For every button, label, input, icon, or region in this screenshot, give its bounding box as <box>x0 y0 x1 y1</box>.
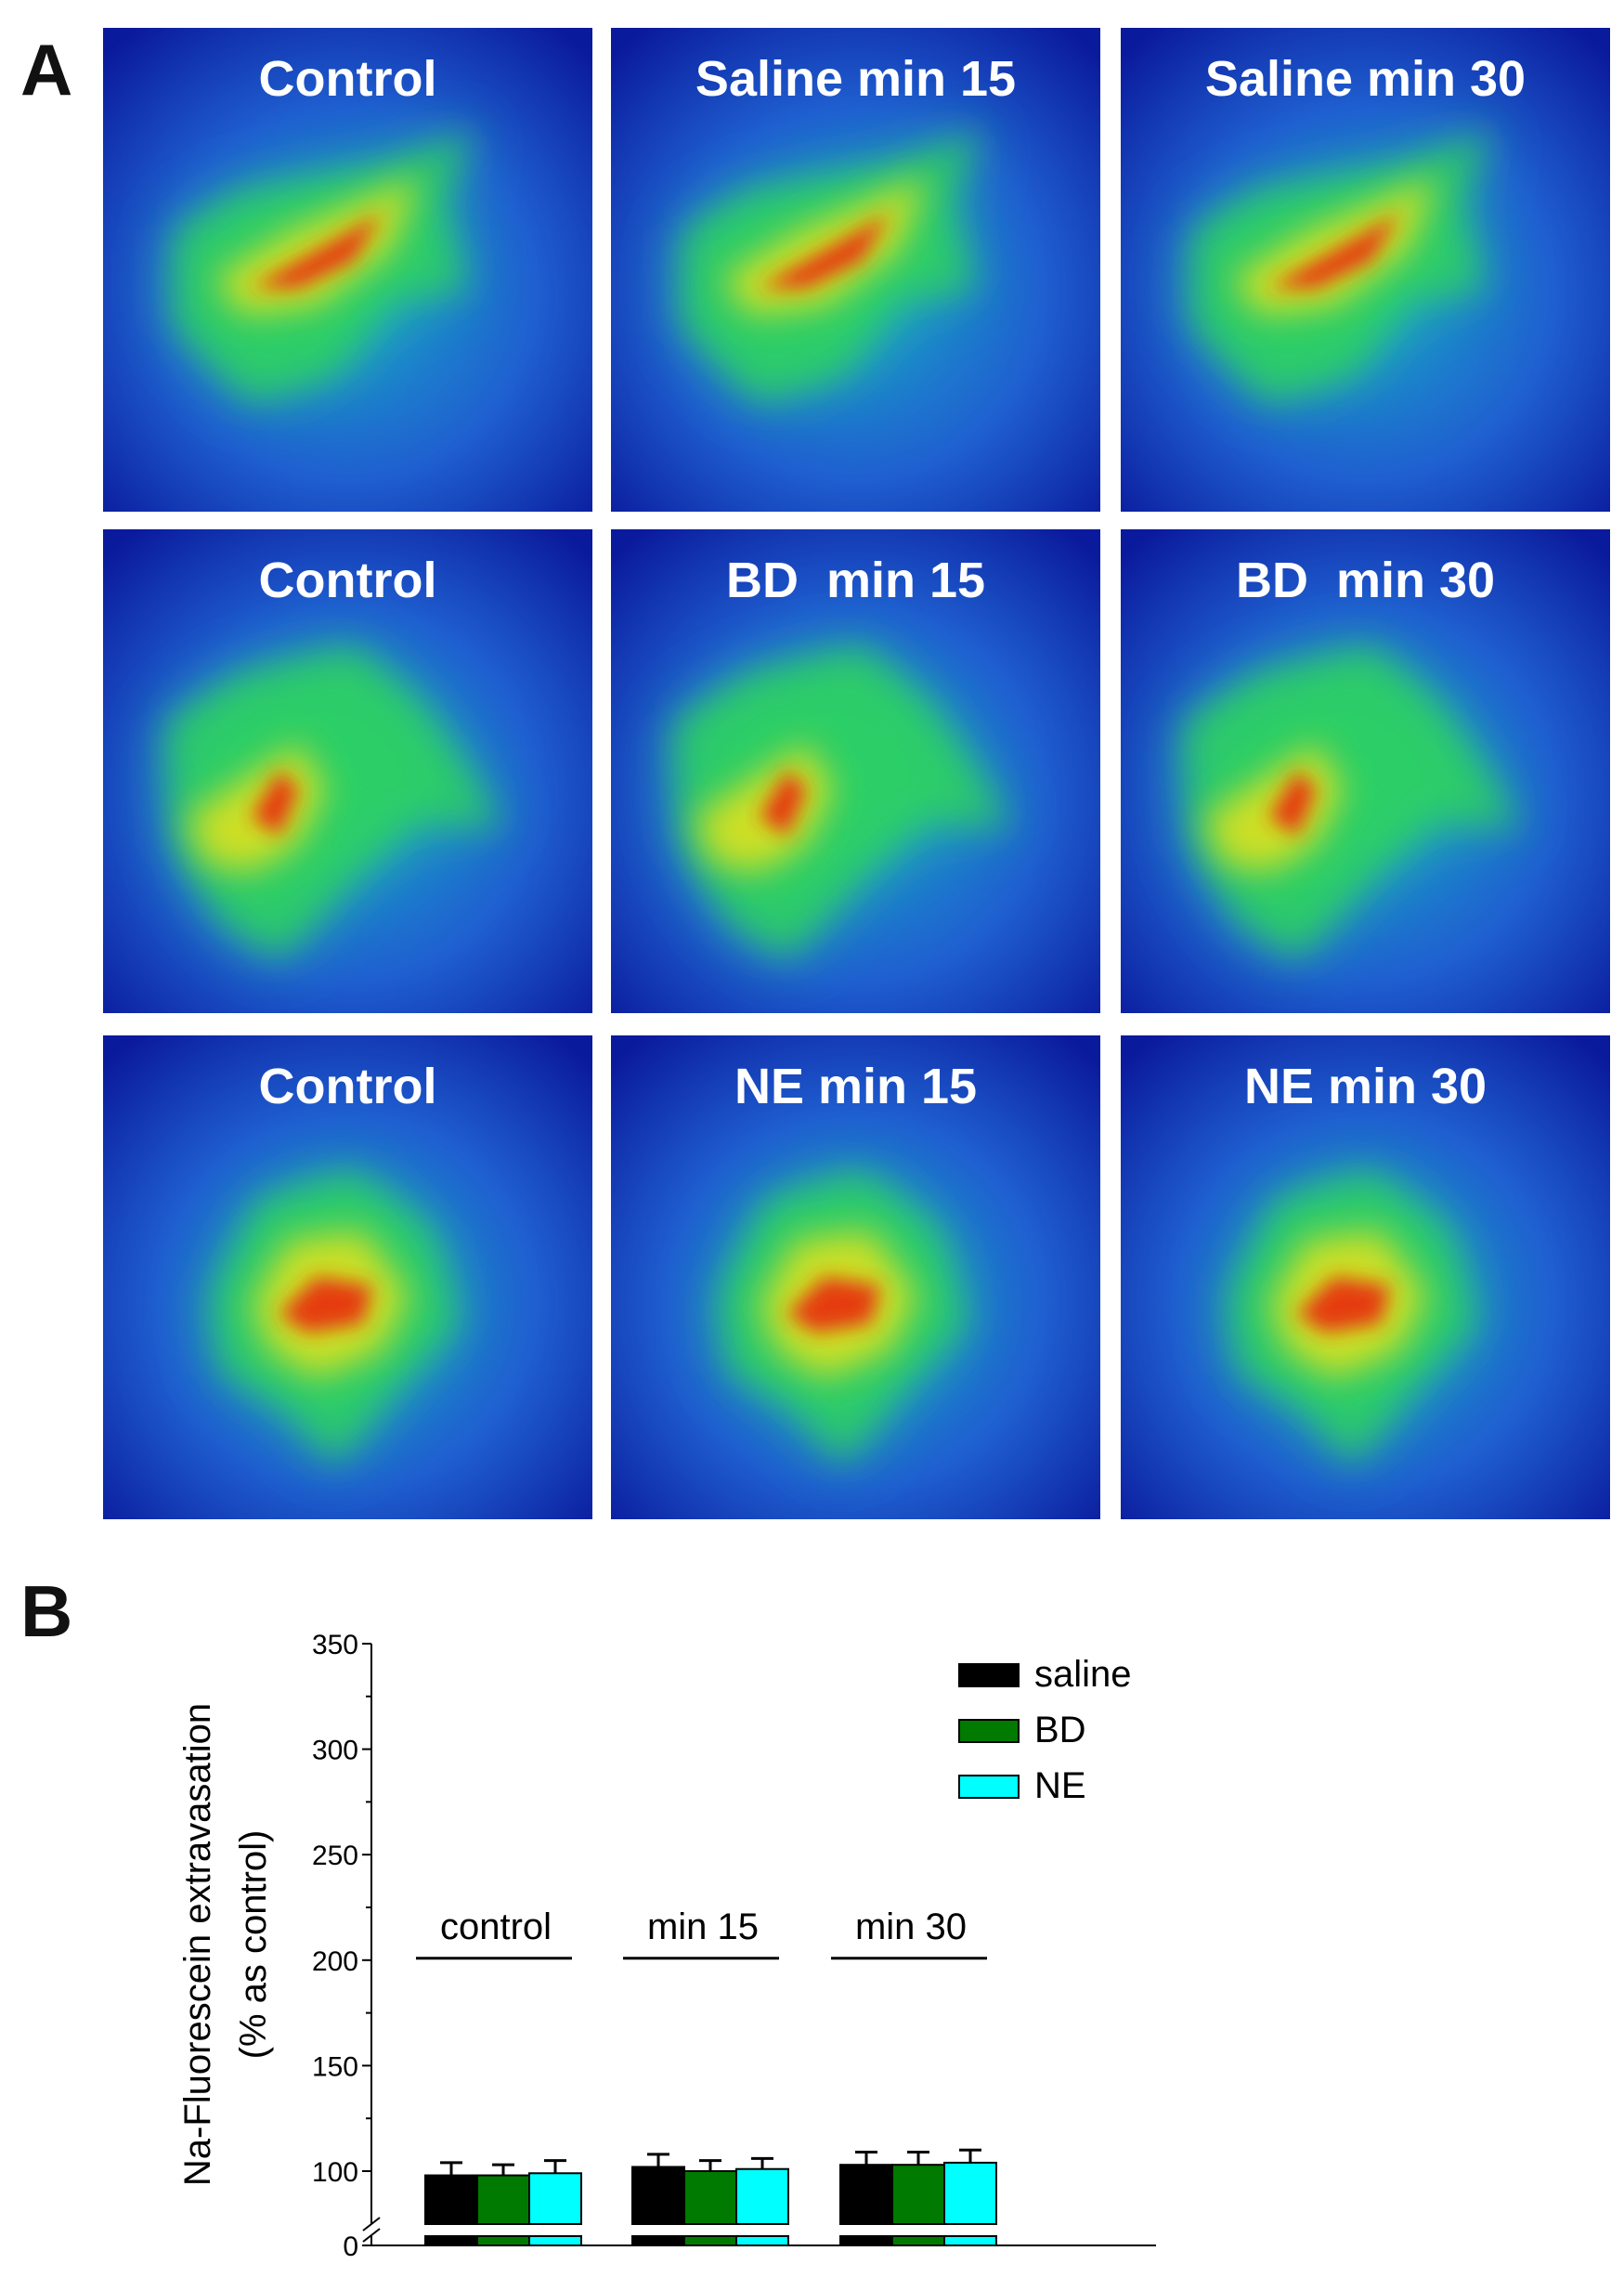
legend-label-NE: NE <box>1034 1765 1086 1806</box>
category-label: min 15 <box>647 1906 759 1947</box>
bar-NE-control <box>528 2172 582 2225</box>
bar-base-saline-control <box>424 2235 478 2246</box>
bar-chart: 0 100 150 200 250 300 350 Na-Fluorescein extrav… <box>177 1630 1156 2262</box>
y-tick-label: 350 <box>312 1630 358 1660</box>
heatmap-tile-ne-control: Control <box>103 1035 592 1519</box>
bar-base-NE-control <box>528 2235 582 2246</box>
heatmap-tile-ne-min30: NE min 30 <box>1121 1035 1610 1519</box>
heatmap-tile-bd-control: Control <box>103 529 592 1013</box>
legend-swatch-BD <box>958 1719 1020 1743</box>
y-tick-label: 150 <box>312 2051 358 2082</box>
heatmap-tile-bd-min15: BD min 15 <box>611 529 1100 1013</box>
axis-break-gap <box>630 2225 790 2235</box>
y-tick-label: 200 <box>312 1946 358 1977</box>
bar-base-BD-min-15 <box>683 2235 737 2246</box>
heatmap-tile-saline-min30: Saline min 30 <box>1121 28 1610 512</box>
bar-base-BD-min-30 <box>891 2235 945 2246</box>
y-tick-label: 0 <box>343 2231 358 2262</box>
bar-base-saline-min-30 <box>839 2235 893 2246</box>
heatmap-image <box>611 529 1100 1013</box>
heatmap-image <box>103 1035 592 1519</box>
heatmap-image <box>103 529 592 1013</box>
heatmap-image <box>1121 28 1610 512</box>
y-axis-label: Na-Fluorescein extravasation <box>177 1703 218 2186</box>
bar-base-NE-min-15 <box>735 2235 789 2246</box>
bar-NE-min-30 <box>943 2161 997 2225</box>
legend-label-saline: saline <box>1034 1654 1132 1695</box>
axis-break-gap <box>838 2225 998 2235</box>
tile-label: Control <box>258 1059 437 1114</box>
heatmap-image <box>1121 529 1610 1013</box>
heatmap-image <box>1121 1035 1610 1519</box>
bar-saline-min-15 <box>631 2166 685 2225</box>
panel-a-letter: A <box>20 29 73 111</box>
axis-break-mark <box>362 2217 381 2231</box>
category-label: control <box>440 1906 552 1947</box>
axis-break-gap <box>423 2225 583 2235</box>
bar-base-NE-min-30 <box>943 2235 997 2246</box>
heatmap-image <box>611 1035 1100 1519</box>
bar-base-BD-control <box>476 2235 530 2246</box>
bar-BD-min-30 <box>891 2164 945 2226</box>
y-tick-label: 300 <box>312 1736 358 1766</box>
bar-saline-min-30 <box>839 2164 893 2226</box>
tile-label: NE min 30 <box>1243 1059 1488 1114</box>
heatmap-tile-bd-min30: BD min 30 <box>1121 529 1610 1013</box>
y-tick-label: 250 <box>312 1841 358 1871</box>
legend-swatch-saline <box>958 1663 1020 1687</box>
heatmap-tile-saline-min15: Saline min 15 <box>611 28 1100 512</box>
heatmap-image <box>611 28 1100 512</box>
bar-BD-min-15 <box>683 2170 737 2225</box>
tile-label: Control <box>258 553 437 608</box>
category-label: min 30 <box>855 1906 967 1947</box>
axis-break-mark <box>362 2228 381 2243</box>
heatmap-tile-ne-min15: NE min 15 <box>611 1035 1100 1519</box>
legend-label-BD: BD <box>1034 1710 1086 1750</box>
tile-label: Saline min 15 <box>695 51 1017 107</box>
bar-base-saline-min-15 <box>631 2235 685 2246</box>
tile-label: BD min 30 <box>1235 553 1496 608</box>
y-axis-label-units: (% as control) <box>233 1830 274 2060</box>
bar-saline-control <box>424 2174 478 2226</box>
legend-swatch-NE <box>958 1775 1020 1799</box>
y-tick-label: 100 <box>312 2157 358 2188</box>
tile-label: BD min 15 <box>725 553 986 608</box>
heatmap-tile-saline-control: Control <box>103 28 592 512</box>
panel-b-letter: B <box>20 1570 73 1652</box>
heatmap-image <box>103 28 592 512</box>
bar-BD-control <box>476 2174 530 2226</box>
tile-label: Control <box>258 51 437 107</box>
tile-label: NE min 15 <box>734 1059 978 1114</box>
bar-NE-min-15 <box>735 2167 789 2226</box>
tile-label: Saline min 30 <box>1204 51 1527 107</box>
